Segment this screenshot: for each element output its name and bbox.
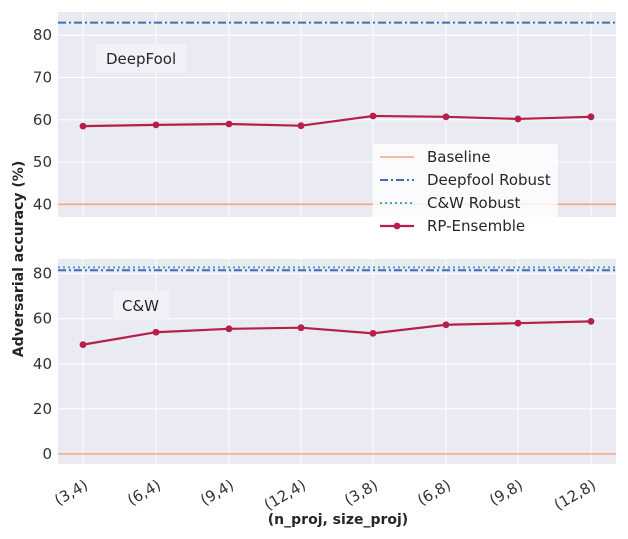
rp-ensemble-point	[152, 121, 160, 129]
x-tick-label: (3,4)	[51, 476, 91, 509]
rp-ensemble-point	[225, 325, 233, 333]
x-tick-labels: (3,4) (6,4) (9,4) (12,4) (3,8) (6,8) (9,8) (12,…	[51, 476, 599, 514]
legend-rp-ensemble-marker	[393, 222, 401, 230]
legend-baseline-label: Baseline	[427, 148, 491, 166]
cw-annotation: C&W	[113, 291, 169, 320]
rp-ensemble-point	[514, 115, 522, 123]
cw-annotation-text: C&W	[122, 297, 159, 315]
rp-ensemble-point	[225, 120, 233, 128]
rp-ensemble-line	[82, 320, 592, 346]
legend-rp-ensemble-label: RP-Ensemble	[427, 217, 525, 235]
y-tick-label: 50	[33, 153, 52, 171]
y-tick-label: 40	[33, 195, 52, 213]
rp-ensemble-point	[442, 113, 450, 121]
x-tick-label: (6,4)	[124, 476, 164, 509]
rp-ensemble-point	[442, 321, 450, 329]
y-tick-label: 20	[33, 400, 52, 418]
rp-ensemble-point	[369, 112, 377, 120]
rp-ensemble-point	[587, 318, 595, 325]
legend-box	[373, 144, 558, 242]
x-tick-label: (9,8)	[486, 476, 526, 509]
rp-ensemble-point	[297, 324, 305, 332]
x-tick-label: (3,8)	[341, 476, 381, 509]
rp-ensemble-line	[82, 114, 592, 128]
y-tick-label: 80	[33, 265, 52, 283]
y-tick-label: 40	[33, 355, 52, 373]
y-tick-label: 0	[42, 445, 52, 463]
y-tick-label: 60	[33, 111, 52, 129]
x-axis-title: (n_proj, size_proj)	[268, 512, 408, 528]
legend: Baseline Deepfool Robust C&W Robust RP-E…	[373, 144, 558, 242]
rp-ensemble-point	[587, 113, 595, 121]
x-tick-label: (12,4)	[261, 476, 309, 514]
y-tick-label: 80	[33, 26, 52, 44]
y-axis-title: Adversarial accuracy (%)	[11, 161, 27, 357]
deepfool-annotation-text: DeepFool	[106, 50, 176, 68]
x-tick-label: (6,8)	[414, 476, 454, 509]
deepfool-annotation: DeepFool	[96, 44, 186, 73]
rp-ensemble-point	[514, 319, 522, 327]
legend-deepfool-robust-label: Deepfool Robust	[427, 171, 551, 189]
x-tick-label: (9,4)	[197, 476, 237, 509]
bottom-panel: 0 20 40 60 80	[33, 259, 616, 464]
rp-ensemble-point	[79, 341, 87, 349]
legend-cw-robust-label: C&W Robust	[427, 194, 521, 212]
rp-ensemble-point	[369, 329, 377, 337]
bottom-panel-background	[58, 259, 616, 464]
y-tick-label: 70	[33, 69, 52, 87]
y-tick-label: 60	[33, 310, 52, 328]
x-tick-label: (12,8)	[551, 476, 599, 514]
rp-ensemble-point	[152, 328, 160, 336]
rp-ensemble-point	[297, 122, 305, 130]
rp-ensemble-point	[79, 122, 87, 130]
